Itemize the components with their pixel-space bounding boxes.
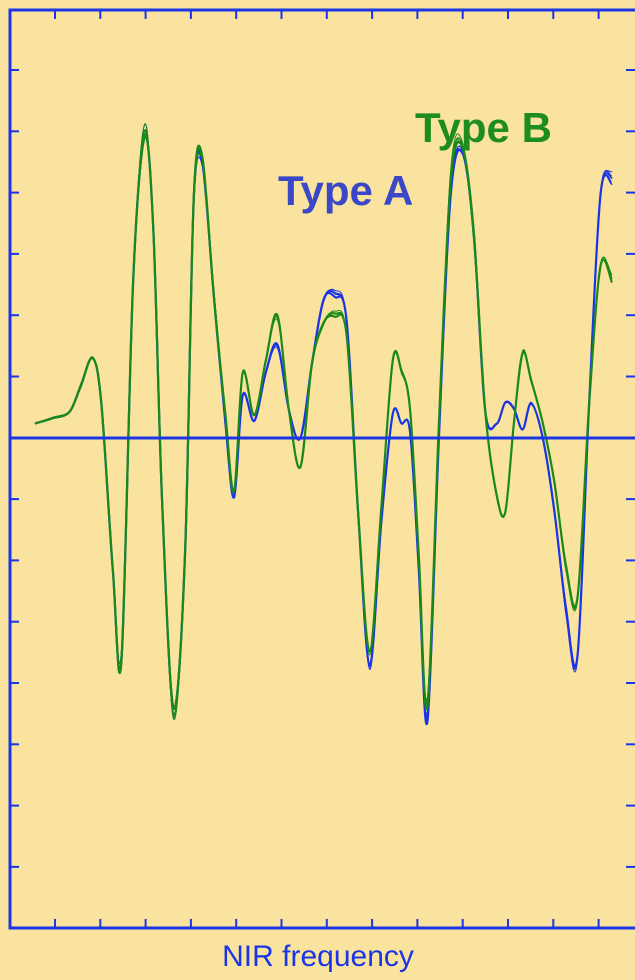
legend-label-type-b: Type B [415,104,552,151]
series-lines [34,123,614,726]
series-type-b [34,123,614,720]
x-axis-label: NIR frequency [222,940,414,973]
series-line [34,123,613,720]
plot-frame [8,8,635,930]
legend-label-type-a: Type A [278,167,413,214]
